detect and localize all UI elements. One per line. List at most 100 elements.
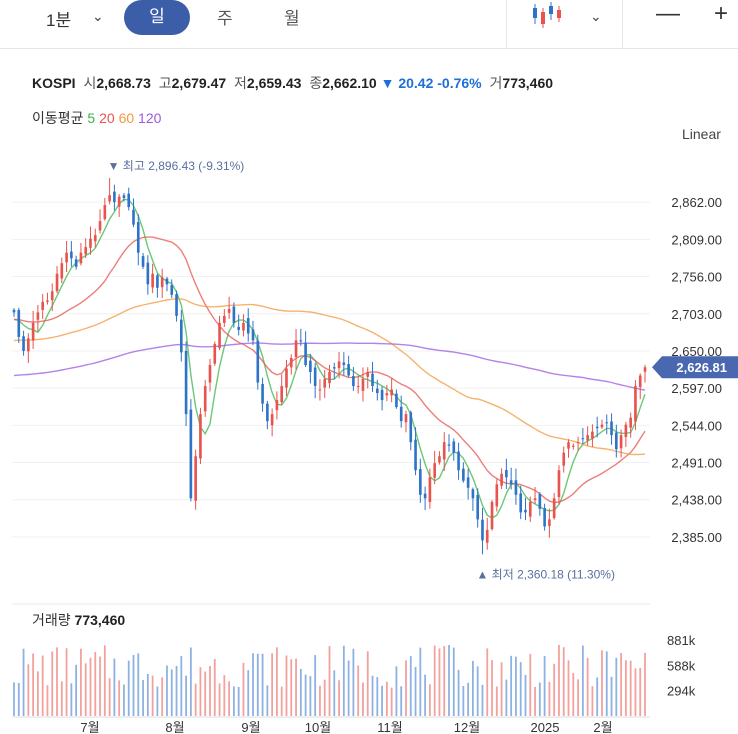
candle-body	[151, 273, 154, 288]
moving-average-legend[interactable]: 이동평균 5 20 60 120	[32, 108, 161, 128]
tab-week[interactable]: 주	[217, 9, 233, 28]
volume-bar	[357, 665, 360, 716]
close-value: 2,662.10	[322, 75, 377, 91]
volume-bar	[185, 675, 187, 716]
volume-bar	[538, 682, 541, 716]
candle-body	[309, 360, 312, 372]
candle-body	[108, 195, 111, 202]
current-price-label: 2,626.81	[676, 360, 727, 375]
candle-body	[366, 372, 370, 377]
candle-body	[27, 338, 30, 352]
volume-legend: 거래량 773,460	[32, 610, 125, 630]
volume-bar	[577, 679, 579, 716]
tab-month[interactable]: 월	[284, 9, 300, 28]
candle-body	[299, 340, 303, 342]
volume-bar	[41, 655, 44, 716]
chevron-down-icon[interactable]: ⌄	[92, 8, 104, 24]
candle-body	[352, 376, 355, 387]
volume-bar	[108, 678, 111, 716]
x-tick-label: 10월	[305, 720, 331, 734]
candle-body	[375, 388, 379, 394]
y-tick-label: 2,650.00	[671, 344, 722, 359]
volume-bar	[605, 651, 608, 716]
volume-bar	[13, 682, 15, 716]
candle-body	[380, 389, 384, 401]
ma-60: 60	[118, 110, 135, 126]
y-tick-label: 2,703.00	[671, 307, 722, 322]
volume-bar	[395, 666, 398, 716]
volume-bar	[51, 651, 54, 716]
volume-tick-label: 294k	[667, 684, 696, 699]
candle-body	[313, 367, 317, 387]
candle-body	[17, 309, 21, 337]
change-value: ▼ 20.42	[380, 75, 434, 91]
candle-body	[442, 442, 446, 460]
zoom-in-button[interactable]: +	[714, 0, 729, 27]
candle-body	[462, 468, 465, 481]
candle-body	[22, 336, 25, 351]
low-annotation: ▲ 최저 2,360.18 (11.30%)	[476, 567, 614, 581]
volume-bar	[524, 674, 527, 716]
candle-body	[89, 238, 92, 248]
candle-body	[605, 422, 609, 424]
candle-body	[476, 494, 480, 520]
volume-tick-label: 588k	[667, 658, 696, 673]
volume-bar	[280, 686, 283, 716]
ma-5: 5	[87, 110, 96, 126]
volume-bar	[194, 683, 197, 716]
volume-bar	[519, 662, 522, 716]
candle-body	[46, 300, 49, 302]
candle-body	[175, 294, 178, 316]
ma-60-line	[13, 298, 646, 456]
candle-body	[505, 470, 508, 478]
tab-day[interactable]: 일	[124, 0, 190, 35]
candle-body	[122, 195, 126, 198]
candle-body	[347, 364, 350, 376]
volume-bar	[400, 686, 403, 716]
ma-20: 20	[99, 110, 115, 126]
candle-body	[610, 421, 613, 436]
y-tick-label: 2,491.00	[671, 456, 722, 471]
candle-body	[361, 379, 365, 391]
high-value: 2,679.47	[171, 75, 227, 91]
tab-day-label: 일	[149, 7, 165, 26]
chart-type-chevron-down-icon[interactable]: ⌄	[590, 8, 602, 24]
candle-body	[581, 438, 585, 440]
y-tick-label: 2,862.00	[671, 195, 722, 210]
candle-body	[103, 204, 107, 220]
volume-bar	[89, 657, 92, 716]
candle-body	[543, 508, 546, 527]
candle-body	[93, 235, 97, 242]
volume-bar	[299, 668, 302, 716]
zoom-out-button[interactable]: —	[656, 0, 680, 27]
scale-mode-toggle[interactable]: Linear	[682, 126, 721, 142]
candle-body	[586, 435, 589, 441]
candle-body	[117, 196, 121, 207]
volume-bar	[170, 669, 173, 716]
x-tick-label: 2025	[531, 720, 560, 734]
candle-body	[189, 409, 193, 499]
volume-bar	[295, 658, 297, 716]
volume-bar	[510, 655, 513, 716]
candle-body	[528, 501, 532, 517]
candle-body	[591, 431, 594, 439]
volume-bar	[137, 653, 140, 716]
candlestick-icon[interactable]	[531, 2, 563, 28]
volume-bar	[376, 677, 379, 716]
candle-body	[509, 480, 513, 485]
candle-body	[409, 412, 413, 443]
volume-bar	[601, 650, 603, 716]
candle-body	[643, 367, 647, 372]
volume-bar	[271, 653, 274, 716]
divider	[506, 0, 507, 48]
interval-select[interactable]: 1분	[46, 11, 72, 30]
volume-bar	[266, 685, 269, 716]
candle-body	[218, 322, 221, 349]
candle-body	[170, 285, 174, 295]
candle-body	[285, 368, 288, 388]
candle-body	[395, 393, 398, 408]
candle-body	[562, 452, 566, 466]
volume-bar	[567, 660, 570, 716]
candle-body	[538, 493, 542, 509]
